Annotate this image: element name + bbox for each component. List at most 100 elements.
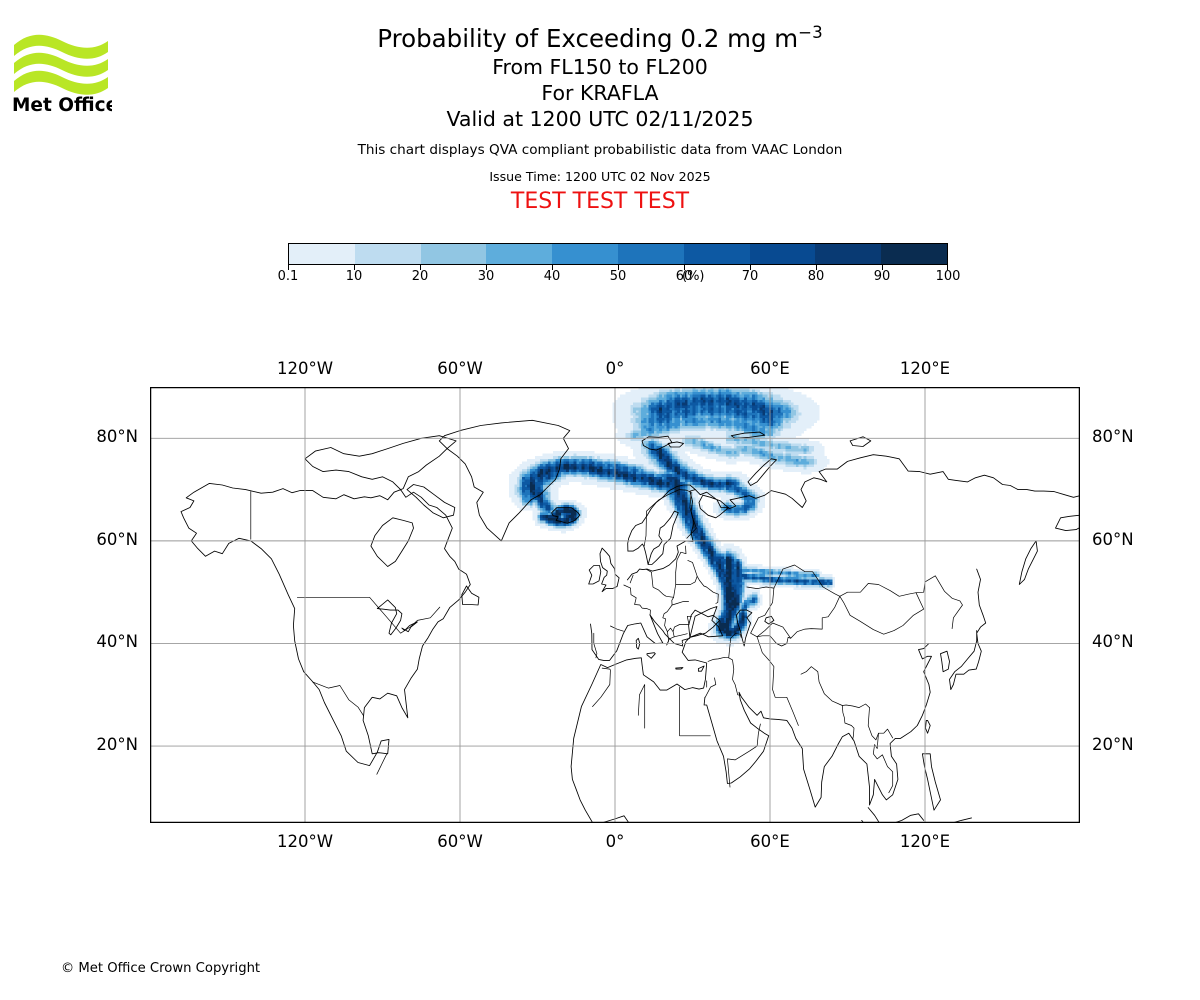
graticule-layer [150,387,1080,823]
lon-label-bottom-3: 60°E [750,832,790,851]
colorbar-tick-label-6: 60 [675,269,693,284]
lon-label-bottom-4: 120°E [899,832,951,851]
colorbar-tick-label-4: 40 [543,269,561,284]
lat-label-left-0: 80°N [96,427,138,447]
border-20 [728,633,742,659]
coastline-33 [646,652,656,659]
valid-time-subtitle: Valid at 1200 UTC 02/11/2025 [446,107,754,131]
border-38 [675,545,687,573]
colorbar-tick-label-2: 20 [411,269,429,284]
title-block: Probability of Exceeding 0.2 mg m−3 From… [0,24,1200,216]
border-1 [296,596,441,634]
coastline-18 [1018,540,1038,585]
lat-label-left-3: 20°N [96,735,138,755]
border-3 [376,753,388,775]
lon-label-top-1: 60°W [437,359,483,378]
colorbar-unit-label: (%) [682,269,705,284]
colorbar-tick-2 [420,265,421,270]
plume-band-0 [509,387,835,647]
colorbar-tick-6 [684,265,685,270]
coastline-8 [641,435,673,451]
coastline-20 [940,650,950,673]
coastline-17 [1055,514,1080,532]
flight-level-subtitle: From FL150 to FL200 [492,55,708,79]
lon-label-top-2: 0° [605,359,625,378]
lon-label-top-4: 120°E [899,359,951,378]
coastline-layer [180,419,1080,823]
coastline-12 [849,436,872,447]
colorbar-band-3 [486,244,553,264]
ash-probability-map [150,387,1080,823]
border-8 [630,587,651,616]
border-2 [312,681,364,717]
coastline-25 [735,609,753,647]
plume-band-3 [519,389,820,639]
colorbar-tick-label-1: 10 [345,269,363,284]
coastline-34 [697,665,705,672]
border-7 [651,571,674,598]
copyright-notice: © Met Office Crown Copyright [61,961,261,976]
coastline-22 [925,719,931,734]
colorbar-tick-label-5: 50 [609,269,627,284]
border-13 [675,575,698,585]
colorbar-tick-4 [552,265,553,270]
border-29 [727,723,761,788]
coastline-32 [635,637,641,650]
lat-label-left-2: 40°N [96,632,138,652]
colorbar-band-6 [683,244,750,264]
coastline-2 [627,484,696,552]
ash-plume-layer [509,387,835,647]
colorbar-tick-5 [618,265,619,270]
coastline-14 [370,517,414,567]
plume-band-2 [516,387,830,642]
colorbar-tick-labels: 0.1 10 20 30 40 50 60 70 80 90 100 [278,269,961,287]
coastline-35 [675,667,684,670]
met-office-logo-svg: Met Office [12,34,112,115]
colorbar-band-9 [881,244,947,264]
volcano-subtitle: For KRAFLA [541,81,659,105]
lon-label-bottom-2: 0° [605,832,625,851]
border-14 [746,564,841,597]
border-18 [756,636,799,726]
border-25 [841,705,855,740]
border-35 [686,615,693,625]
map-svg [150,387,1080,823]
logo-waves [14,34,108,95]
border-12 [715,593,719,604]
border-11 [687,560,719,595]
logo-text: Met Office [12,95,112,115]
border-24 [800,666,870,708]
lat-label-right-3: 20°N [1092,735,1134,755]
border-33 [672,624,690,638]
colorbar-tick-1 [354,265,355,270]
colorbar-band-2 [420,244,487,264]
colorbar-tick-0 [288,265,289,270]
lon-label-bottom-0: 120°W [276,832,334,851]
colorbar-tick-label-0: 0.1 [277,269,299,284]
met-office-logo: Met Office [12,25,112,115]
border-39 [623,584,631,589]
border-37 [645,568,652,573]
border-40 [629,574,634,584]
coastline-9 [667,441,684,448]
coastline-19 [949,568,987,691]
border-27 [867,707,894,741]
colorbar-band-4 [552,244,618,264]
page-title-superscript: −3 [798,22,823,42]
colorbar-tick-label-7: 70 [741,269,759,284]
colorbar-band-7 [749,244,816,264]
qva-note: This chart displays QVA compliant probab… [357,142,843,158]
border-9 [610,625,624,632]
border-21 [679,686,711,737]
border-15 [839,575,963,629]
colorbar-band-5 [617,244,684,264]
colorbar-tick-7 [750,265,751,270]
colorbar-tick-10 [947,265,948,270]
coastline-23 [861,807,880,823]
colorbar-tick-label-9: 90 [873,269,891,284]
coastline-16 [461,585,480,606]
coastline-10 [747,458,777,486]
lat-label-right-0: 80°N [1092,427,1134,447]
colorbar-bands [288,243,948,265]
coastline-31 [893,813,925,823]
